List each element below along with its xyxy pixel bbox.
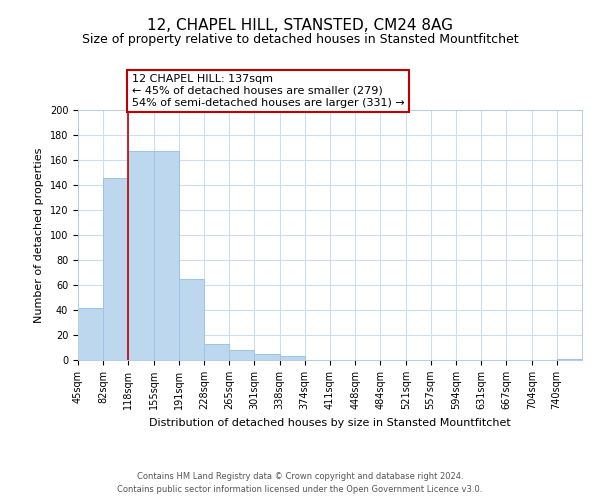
Bar [204,344,229,360]
Text: Contains HM Land Registry data © Crown copyright and database right 2024.: Contains HM Land Registry data © Crown c… [137,472,463,481]
Bar [280,356,305,360]
Bar [78,308,103,360]
Text: 12, CHAPEL HILL, STANSTED, CM24 8AG: 12, CHAPEL HILL, STANSTED, CM24 8AG [147,18,453,32]
Bar [254,354,280,360]
X-axis label: Distribution of detached houses by size in Stansted Mountfitchet: Distribution of detached houses by size … [149,418,511,428]
Bar [229,350,254,360]
Y-axis label: Number of detached properties: Number of detached properties [34,148,44,322]
Bar [557,359,582,360]
Bar [154,151,179,360]
Text: Contains public sector information licensed under the Open Government Licence v3: Contains public sector information licen… [118,485,482,494]
Text: 12 CHAPEL HILL: 137sqm
← 45% of detached houses are smaller (279)
54% of semi-de: 12 CHAPEL HILL: 137sqm ← 45% of detached… [132,74,404,108]
Bar [103,178,128,360]
Bar [179,279,204,360]
Text: Size of property relative to detached houses in Stansted Mountfitchet: Size of property relative to detached ho… [82,32,518,46]
Bar [128,151,154,360]
